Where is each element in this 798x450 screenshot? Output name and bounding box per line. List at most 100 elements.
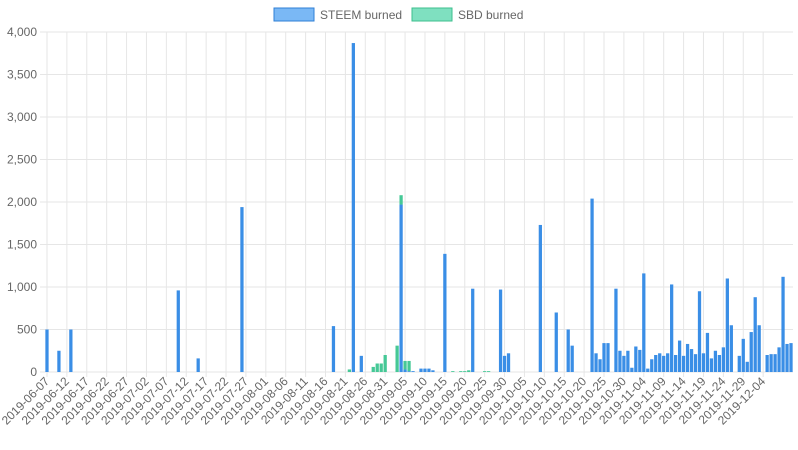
bar-steem[interactable] (403, 369, 407, 372)
bar-steem[interactable] (701, 353, 706, 372)
bar-sbd[interactable] (451, 371, 455, 372)
bar-steem[interactable] (602, 343, 606, 372)
bar-steem[interactable] (709, 358, 714, 372)
bar-steem[interactable] (359, 355, 363, 372)
bar-steem[interactable] (765, 355, 769, 372)
bar-steem[interactable] (196, 358, 200, 372)
bar-sbd[interactable] (399, 195, 403, 205)
bar-steem[interactable] (331, 326, 336, 372)
bar-steem[interactable] (677, 340, 682, 372)
bar-steem[interactable] (789, 343, 793, 372)
bar-steem[interactable] (745, 361, 749, 372)
bar-steem[interactable] (725, 278, 729, 373)
bar-steem[interactable] (598, 359, 602, 372)
bar-steem[interactable] (538, 224, 542, 372)
bar-steem[interactable] (69, 329, 73, 373)
bar-steem[interactable] (713, 350, 718, 372)
bar-steem[interactable] (502, 355, 507, 372)
y-tick-label: 2,500 (7, 153, 37, 167)
bar-steem[interactable] (662, 355, 666, 372)
bar-steem[interactable] (594, 353, 598, 372)
legend-label-sbd: SBD burned (458, 8, 523, 22)
y-tick-label: 2,000 (7, 195, 37, 209)
bar-steem[interactable] (737, 355, 741, 372)
bar-sbd[interactable] (467, 370, 471, 372)
bar-steem[interactable] (351, 43, 355, 373)
bar-steem[interactable] (45, 329, 49, 373)
bar-steem[interactable] (773, 354, 777, 372)
bar-steem[interactable] (638, 349, 642, 372)
bar-steem[interactable] (673, 355, 678, 372)
bar-steem[interactable] (753, 297, 757, 372)
bar-steem[interactable] (498, 289, 503, 372)
y-axis-ticks: 0 500 1,000 1,500 2,000 2,500 3,000 3,500 4,000 (7, 25, 37, 379)
bar-sbd[interactable] (483, 371, 487, 372)
bar-steem[interactable] (741, 338, 745, 372)
legend-item-sbd[interactable]: SBD burned (411, 7, 523, 22)
bar-steem[interactable] (658, 353, 662, 372)
bar-steem[interactable] (670, 284, 674, 372)
bar-steem[interactable] (626, 350, 630, 372)
bar-steem[interactable] (606, 343, 610, 372)
bar-steem[interactable] (717, 355, 722, 372)
y-tick-label: 3,000 (7, 110, 37, 124)
bar-steem[interactable] (566, 329, 570, 373)
bar-steem[interactable] (697, 291, 702, 372)
bar-steem[interactable] (769, 354, 773, 372)
bar-steem[interactable] (642, 273, 646, 372)
bar-steem[interactable] (419, 368, 423, 372)
bar-steem[interactable] (570, 345, 574, 372)
bar-steem[interactable] (399, 204, 403, 372)
bar-steem[interactable] (407, 371, 411, 372)
bar-steem[interactable] (431, 370, 435, 372)
bar-steem[interactable] (240, 207, 244, 372)
bar-steem[interactable] (471, 288, 475, 372)
bar-steem[interactable] (614, 288, 618, 372)
bar-steem[interactable] (785, 343, 789, 372)
bar-steem[interactable] (618, 350, 622, 372)
y-tick-label: 0 (30, 365, 37, 379)
bar-sbd[interactable] (383, 355, 387, 372)
bar-sbd[interactable] (347, 369, 352, 372)
bar-steem[interactable] (705, 332, 710, 372)
bar-steem[interactable] (427, 368, 431, 372)
bar-steem[interactable] (622, 355, 626, 372)
bar-steem[interactable] (729, 325, 733, 372)
bar-steem[interactable] (554, 312, 558, 373)
bar-sbd[interactable] (459, 371, 463, 372)
y-tick-label: 4,000 (7, 25, 37, 39)
bar-steem[interactable] (777, 347, 781, 372)
legend-item-steem[interactable]: STEEM burned (273, 7, 402, 22)
bar-steem[interactable] (506, 353, 511, 372)
bar-steem[interactable] (685, 343, 690, 372)
bar-steem[interactable] (721, 347, 726, 372)
bar-sbd[interactable] (403, 360, 407, 370)
bar-steem[interactable] (681, 355, 686, 372)
bar-steem[interactable] (666, 353, 670, 372)
bar-steem[interactable] (757, 325, 761, 372)
bar-sbd[interactable] (379, 363, 383, 373)
bar-sbd[interactable] (486, 371, 491, 372)
bar-steem[interactable] (630, 367, 634, 372)
bar-steem[interactable] (689, 349, 694, 372)
bar-steem[interactable] (590, 198, 594, 372)
bar-steem[interactable] (634, 346, 638, 373)
x-axis-ticks: 2019-06-072019-06-122019-06-172019-06-22… (0, 374, 769, 428)
bar-sbd[interactable] (463, 371, 467, 372)
bar-steem[interactable] (781, 276, 785, 372)
bar-steem[interactable] (411, 371, 415, 372)
bar-steem[interactable] (654, 355, 658, 372)
bar-sbd[interactable] (395, 345, 399, 372)
bar-steem[interactable] (650, 359, 654, 372)
bar-sbd[interactable] (407, 360, 411, 372)
bar-steem[interactable] (693, 354, 698, 372)
bar-steem[interactable] (176, 290, 180, 372)
legend-swatch-steem (273, 7, 315, 22)
bar-sbd[interactable] (375, 363, 379, 373)
bar-steem[interactable] (443, 253, 447, 372)
bar-steem[interactable] (646, 368, 650, 372)
bar-steem[interactable] (749, 332, 753, 372)
bar-steem[interactable] (423, 368, 427, 372)
bar-steem[interactable] (57, 350, 61, 372)
bar-sbd[interactable] (371, 366, 375, 372)
